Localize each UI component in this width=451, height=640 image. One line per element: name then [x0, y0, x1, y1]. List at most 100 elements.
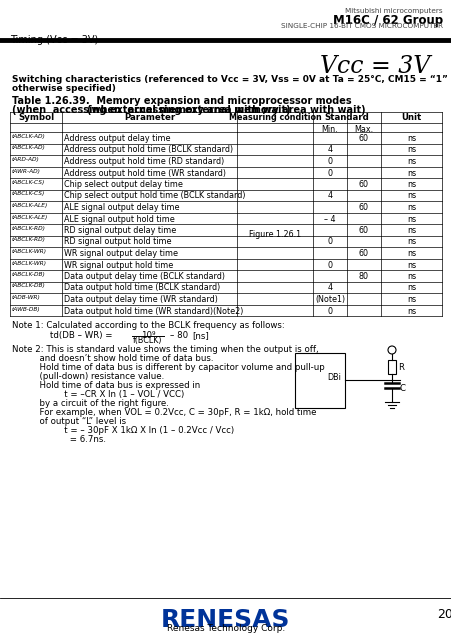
Text: ns: ns: [406, 226, 415, 235]
Text: ALE signal output delay time: ALE signal output delay time: [64, 203, 179, 212]
Text: Data output hold time (BCLK standard): Data output hold time (BCLK standard): [64, 284, 220, 292]
Text: ns: ns: [406, 260, 415, 269]
Text: ns: ns: [406, 307, 415, 316]
Text: DBi: DBi: [327, 374, 340, 383]
Text: ALE signal output hold time: ALE signal output hold time: [64, 214, 175, 223]
Text: 4: 4: [327, 191, 332, 200]
Text: 60: 60: [358, 180, 368, 189]
Text: Address output hold time (RD standard): Address output hold time (RD standard): [64, 157, 224, 166]
Text: f(BCLK): f(BCLK): [133, 337, 162, 346]
Text: tABCLK-AD): tABCLK-AD): [12, 134, 46, 139]
Text: WR signal output hold time: WR signal output hold time: [64, 260, 173, 269]
Text: tAWB-DB): tAWB-DB): [12, 307, 41, 312]
Text: Table 1.26.39.  Memory expansion and microprocessor modes: Table 1.26.39. Memory expansion and micr…: [12, 96, 351, 106]
Text: Note 2: This is standard value shows the timing when the output is off,: Note 2: This is standard value shows the…: [12, 345, 318, 354]
Text: Standard: Standard: [324, 113, 368, 122]
Text: Hold time of data bus is expressed in: Hold time of data bus is expressed in: [12, 381, 200, 390]
Text: t = – 30pF X 1kΩ X ln (1 – 0.2Vcc / Vcc): t = – 30pF X 1kΩ X ln (1 – 0.2Vcc / Vcc): [12, 426, 234, 435]
Text: Data output delay time (BCLK standard): Data output delay time (BCLK standard): [64, 272, 225, 281]
Text: 4: 4: [327, 284, 332, 292]
Text: 10⁹: 10⁹: [140, 331, 155, 340]
Text: R: R: [397, 363, 403, 372]
Text: ns: ns: [406, 145, 415, 154]
Text: RENESAS: RENESAS: [161, 608, 290, 632]
Text: (pull-down) resistance value.: (pull-down) resistance value.: [12, 372, 164, 381]
Text: C: C: [399, 384, 405, 393]
Text: – 4: – 4: [323, 214, 335, 223]
Text: Data output delay time (WR standard): Data output delay time (WR standard): [64, 295, 217, 304]
Text: tABCLK-ALE): tABCLK-ALE): [12, 203, 48, 208]
Text: tABCLK-RD): tABCLK-RD): [12, 226, 46, 231]
Text: ns: ns: [406, 203, 415, 212]
Text: 60: 60: [358, 226, 368, 235]
Text: 0: 0: [327, 157, 332, 166]
Text: tAWR-AD): tAWR-AD): [12, 168, 41, 173]
Text: Address output hold time (BCLK standard): Address output hold time (BCLK standard): [64, 145, 233, 154]
Bar: [295, 353, 344, 408]
Text: ns: ns: [406, 180, 415, 189]
Text: and doesn’t show hold time of data bus.: and doesn’t show hold time of data bus.: [12, 354, 213, 363]
Text: ns: ns: [406, 214, 415, 223]
Text: tABCLK-AD): tABCLK-AD): [12, 145, 46, 150]
Text: 4: 4: [327, 145, 332, 154]
Text: tABCLK-CS): tABCLK-CS): [12, 180, 45, 185]
Text: tABCLK-ALE): tABCLK-ALE): [12, 214, 48, 220]
Text: Note 1: Calculated according to the BCLK frequency as follows:: Note 1: Calculated according to the BCLK…: [12, 321, 284, 330]
Text: Parameter: Parameter: [124, 113, 175, 122]
Text: Data output hold time (WR standard)(Note2): Data output hold time (WR standard)(Note…: [64, 307, 243, 316]
Text: tABCLK-RD): tABCLK-RD): [12, 237, 46, 243]
Text: Measuring condition: Measuring condition: [228, 113, 321, 122]
Text: Timing (Vcc = 3V): Timing (Vcc = 3V): [10, 35, 98, 45]
Text: tADB-WR): tADB-WR): [12, 295, 41, 300]
Text: Figure 1.26.1: Figure 1.26.1: [249, 230, 300, 239]
Text: t = –CR X ln (1 – VOL / VCC): t = –CR X ln (1 – VOL / VCC): [12, 390, 184, 399]
Text: Chip select output delay time: Chip select output delay time: [64, 180, 183, 189]
Text: ns: ns: [406, 237, 415, 246]
Text: ns: ns: [406, 284, 415, 292]
Bar: [387, 360, 395, 374]
Text: ns: ns: [406, 295, 415, 304]
Text: Unit: Unit: [400, 113, 421, 122]
Text: tABCLK-WR): tABCLK-WR): [12, 260, 47, 266]
Text: tABCLK-WR): tABCLK-WR): [12, 249, 47, 254]
Text: 0: 0: [327, 307, 332, 316]
Text: Chip select output hold time (BCLK standard): Chip select output hold time (BCLK stand…: [64, 191, 245, 200]
Text: Address output delay time: Address output delay time: [64, 134, 170, 143]
Text: 203: 203: [436, 608, 451, 621]
Text: [ns]: [ns]: [192, 331, 208, 340]
Text: Min.: Min.: [321, 125, 337, 134]
Text: (when  accessing external memory area with wait): (when accessing external memory area wit…: [12, 105, 290, 115]
Text: ns: ns: [406, 249, 415, 258]
Text: tABCLK-CS): tABCLK-CS): [12, 191, 45, 196]
Text: Symbol: Symbol: [18, 113, 54, 122]
Text: 60: 60: [358, 249, 368, 258]
Text: (Note1): (Note1): [314, 295, 344, 304]
Text: ns: ns: [406, 272, 415, 281]
Text: tABCLK-DB): tABCLK-DB): [12, 284, 46, 289]
Text: – 80: – 80: [170, 331, 188, 340]
Text: = 6.7ns.: = 6.7ns.: [12, 435, 106, 444]
Text: tABCLK-DB): tABCLK-DB): [12, 272, 46, 277]
Text: Hold time of data bus is different by capacitor volume and pull-up: Hold time of data bus is different by ca…: [12, 363, 324, 372]
Text: For example, when VOL = 0.2Vcc, C = 30pF, R = 1kΩ, hold time: For example, when VOL = 0.2Vcc, C = 30pF…: [12, 408, 316, 417]
Text: of output “L” level is: of output “L” level is: [12, 417, 126, 426]
Text: Renesas Technology Corp.: Renesas Technology Corp.: [166, 624, 285, 633]
Text: SINGLE-CHIP 16-BIT CMOS MICROCOMPUTER: SINGLE-CHIP 16-BIT CMOS MICROCOMPUTER: [281, 23, 442, 29]
Text: 0: 0: [327, 260, 332, 269]
Text: M16C / 62 Group: M16C / 62 Group: [332, 14, 442, 27]
Text: 60: 60: [358, 203, 368, 212]
Text: Max.: Max.: [354, 125, 373, 134]
Text: by a circuit of the right figure.: by a circuit of the right figure.: [12, 399, 169, 408]
Text: ns: ns: [406, 168, 415, 177]
Text: 60: 60: [358, 134, 368, 143]
Text: tARD-AD): tARD-AD): [12, 157, 40, 162]
Text: ns: ns: [406, 191, 415, 200]
Text: Address output hold time (WR standard): Address output hold time (WR standard): [64, 168, 226, 177]
Text: 0: 0: [327, 237, 332, 246]
Text: RD signal output delay time: RD signal output delay time: [64, 226, 176, 235]
Text: RD signal output hold time: RD signal output hold time: [64, 237, 171, 246]
Text: 80: 80: [358, 272, 368, 281]
Text: Switching characteristics (referenced to Vcc = 3V, Vss = 0V at Ta = 25°C, CM15 =: Switching characteristics (referenced to…: [12, 75, 451, 84]
Text: ns: ns: [406, 157, 415, 166]
Text: Vcc = 3V: Vcc = 3V: [319, 55, 429, 78]
